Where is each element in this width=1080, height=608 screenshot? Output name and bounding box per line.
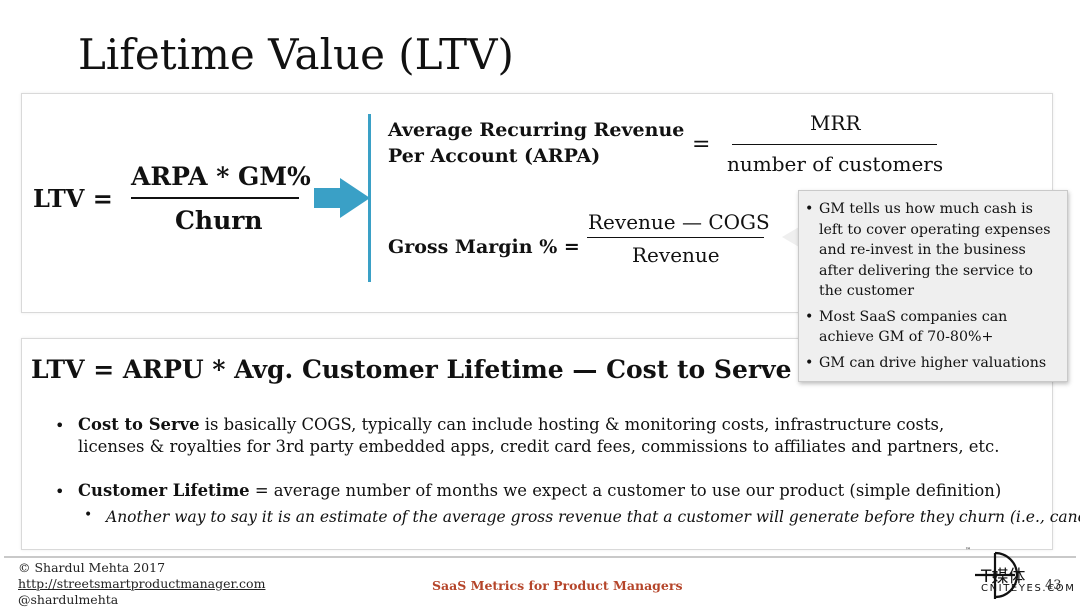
callout-item: GM tells us how much cash is left to cov…	[805, 199, 1059, 302]
customer-lifetime-sub-bullet: Another way to say it is an estimate of …	[106, 508, 1080, 526]
arpa-equals: =	[692, 132, 711, 157]
bullet-dot: •	[55, 416, 65, 435]
callout-item: GM can drive higher valuations	[805, 353, 1059, 374]
customer-lifetime-bullet: Customer Lifetime = average number of mo…	[78, 480, 1008, 502]
watermark-logo-icon	[975, 551, 1019, 599]
arpa-denominator: number of customers	[727, 152, 944, 176]
trademark-mark: ™	[965, 547, 971, 554]
page-number: 43	[1045, 578, 1062, 593]
watermark-en: CNITEYES.COM	[981, 583, 1076, 594]
ltv-label: LTV =	[33, 184, 113, 213]
divider-bar	[368, 114, 371, 282]
page-title: Lifetime Value (LTV)	[78, 30, 514, 79]
bullet-dot: •	[55, 482, 65, 501]
ltv-denominator: Churn	[175, 206, 263, 235]
cost-to-serve-text: is basically COGS, typically can include…	[78, 415, 1000, 456]
gross-margin-label: Gross Margin % =	[388, 236, 580, 258]
customer-lifetime-term: Customer Lifetime	[78, 481, 250, 500]
footer-divider	[4, 556, 1076, 558]
arpa-label-line1: Average Recurring Revenue	[388, 119, 685, 141]
gross-margin-denominator: Revenue	[632, 243, 720, 267]
footer-handle: @shardulmehta	[18, 592, 119, 607]
ltv-fraction-line	[131, 197, 299, 199]
gross-margin-numerator: Revenue — COGS	[588, 210, 770, 234]
callout-item: Most SaaS companies can achieve GM of 70…	[805, 307, 1059, 348]
arpa-label-line2: Per Account (ARPA)	[388, 145, 601, 167]
callout-pointer	[782, 227, 799, 247]
cost-to-serve-term: Cost to Serve	[78, 415, 200, 434]
footer-deck-title: SaaS Metrics for Product Managers	[432, 578, 683, 593]
watermark-cn: T媒体	[981, 567, 1026, 587]
footer-copyright: © Shardul Mehta 2017	[18, 560, 166, 575]
arpa-label: Average Recurring Revenue Per Account (A…	[388, 117, 684, 169]
sub-bullet-dot: •	[84, 507, 93, 523]
arpa-fraction-line	[732, 144, 937, 145]
gross-margin-fraction-line	[587, 237, 764, 238]
arpa-numerator: MRR	[810, 111, 861, 135]
footer-url-link[interactable]: http://streetsmartproductmanager.com	[18, 576, 266, 591]
ltv-formula-expanded: LTV = ARPU * Avg. Customer Lifetime — Co…	[31, 355, 792, 384]
callout-list: GM tells us how much cash is left to cov…	[799, 191, 1067, 373]
cost-to-serve-bullet: Cost to Serve is basically COGS, typical…	[78, 414, 1008, 458]
ltv-numerator: ARPA * GM%	[131, 162, 311, 191]
customer-lifetime-text: = average number of months we expect a c…	[249, 481, 1002, 500]
right-arrow-icon	[314, 178, 370, 218]
gm-callout: GM tells us how much cash is left to cov…	[798, 190, 1068, 382]
footer-credits: © Shardul Mehta 2017 http://streetsmartp…	[18, 560, 265, 608]
